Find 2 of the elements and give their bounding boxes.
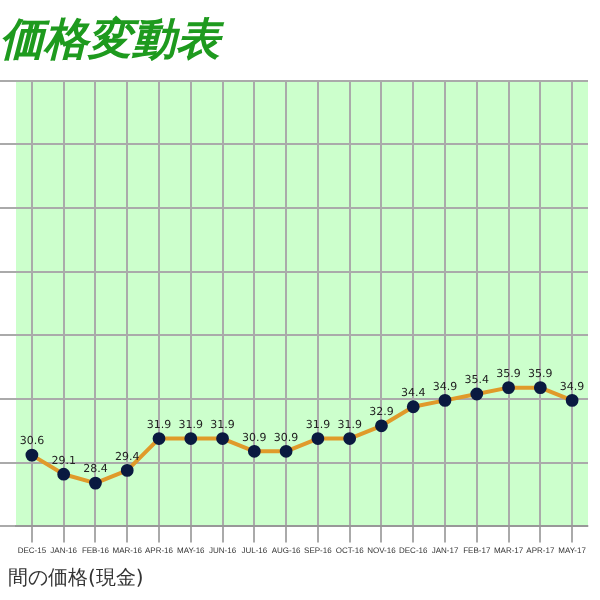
text: 間の価格(現金) xyxy=(6,565,146,594)
chart-title: 価格変動表 xyxy=(0,13,226,66)
